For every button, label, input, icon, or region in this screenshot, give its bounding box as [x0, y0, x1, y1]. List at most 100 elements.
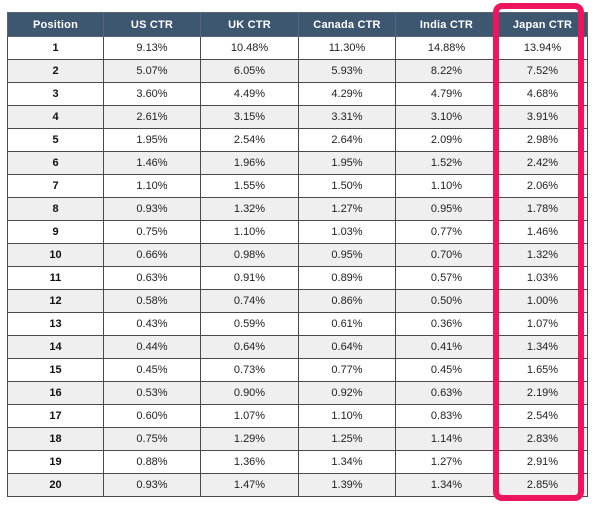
cell-ctr-value: 0.70%: [395, 243, 498, 267]
cell-position: 5: [7, 128, 104, 152]
cell-ctr-value: 0.98%: [200, 243, 299, 267]
column-header-india-ctr: India CTR: [395, 12, 498, 37]
cell-ctr-value: 3.10%: [395, 105, 498, 129]
cell-ctr-value: 1.10%: [395, 174, 498, 198]
cell-ctr-value: 6.05%: [200, 59, 299, 83]
cell-ctr-value: 2.83%: [497, 427, 588, 451]
cell-ctr-value: 1.65%: [497, 358, 588, 382]
cell-ctr-value: 0.74%: [200, 289, 299, 313]
cell-ctr-value: 1.34%: [497, 335, 588, 359]
cell-position: 10: [7, 243, 104, 267]
cell-ctr-value: 1.46%: [497, 220, 588, 244]
cell-ctr-value: 1.32%: [200, 197, 299, 221]
cell-ctr-value: 0.93%: [103, 197, 201, 221]
cell-position: 12: [7, 289, 104, 313]
cell-ctr-value: 0.36%: [395, 312, 498, 336]
cell-ctr-value: 1.36%: [200, 450, 299, 474]
table-row: 5 1.95% 2.54% 2.64% 2.09% 2.98%: [7, 128, 588, 152]
cell-position: 19: [7, 450, 104, 474]
cell-ctr-value: 0.88%: [103, 450, 201, 474]
cell-ctr-value: 0.45%: [395, 358, 498, 382]
cell-ctr-value: 1.07%: [497, 312, 588, 336]
cell-ctr-value: 1.10%: [298, 404, 396, 428]
cell-ctr-value: 2.91%: [497, 450, 588, 474]
table-row: 11 0.63% 0.91% 0.89% 0.57% 1.03%: [7, 266, 588, 290]
table-row: 17 0.60% 1.07% 1.10% 0.83% 2.54%: [7, 404, 588, 428]
cell-position: 2: [7, 59, 104, 83]
cell-ctr-value: 1.55%: [200, 174, 299, 198]
cell-ctr-value: 1.10%: [200, 220, 299, 244]
cell-ctr-value: 1.39%: [298, 473, 396, 497]
cell-position: 3: [7, 82, 104, 106]
cell-ctr-value: 0.43%: [103, 312, 201, 336]
column-header-us-ctr: US CTR: [103, 12, 201, 37]
cell-ctr-value: 0.63%: [103, 266, 201, 290]
cell-ctr-value: 2.85%: [497, 473, 588, 497]
table-row: 15 0.45% 0.73% 0.77% 0.45% 1.65%: [7, 358, 588, 382]
cell-ctr-value: 0.61%: [298, 312, 396, 336]
cell-ctr-value: 0.77%: [395, 220, 498, 244]
cell-ctr-value: 5.93%: [298, 59, 396, 83]
table-row: 1 9.13% 10.48% 11.30% 14.88% 13.94%: [7, 36, 588, 60]
header-row: Position US CTR UK CTR Canada CTR India …: [7, 12, 588, 37]
cell-ctr-value: 0.95%: [395, 197, 498, 221]
column-header-position: Position: [7, 12, 104, 37]
cell-ctr-value: 0.64%: [298, 335, 396, 359]
cell-ctr-value: 1.14%: [395, 427, 498, 451]
cell-ctr-value: 3.15%: [200, 105, 299, 129]
cell-ctr-value: 9.13%: [103, 36, 201, 60]
cell-ctr-value: 0.60%: [103, 404, 201, 428]
table-row: 20 0.93% 1.47% 1.39% 1.34% 2.85%: [7, 473, 588, 497]
cell-ctr-value: 0.75%: [103, 427, 201, 451]
cell-ctr-value: 1.34%: [395, 473, 498, 497]
cell-position: 15: [7, 358, 104, 382]
cell-ctr-value: 0.91%: [200, 266, 299, 290]
cell-ctr-value: 0.77%: [298, 358, 396, 382]
table-row: 2 5.07% 6.05% 5.93% 8.22% 7.52%: [7, 59, 588, 83]
cell-ctr-value: 1.32%: [497, 243, 588, 267]
cell-ctr-value: 1.46%: [103, 151, 201, 175]
cell-ctr-value: 2.06%: [497, 174, 588, 198]
cell-ctr-value: 11.30%: [298, 36, 396, 60]
cell-ctr-value: 0.86%: [298, 289, 396, 313]
cell-ctr-value: 2.54%: [497, 404, 588, 428]
cell-position: 11: [7, 266, 104, 290]
table-row: 4 2.61% 3.15% 3.31% 3.10% 3.91%: [7, 105, 588, 129]
cell-ctr-value: 0.59%: [200, 312, 299, 336]
table-row: 18 0.75% 1.29% 1.25% 1.14% 2.83%: [7, 427, 588, 451]
cell-ctr-value: 0.90%: [200, 381, 299, 405]
cell-ctr-value: 0.66%: [103, 243, 201, 267]
cell-ctr-value: 0.50%: [395, 289, 498, 313]
cell-ctr-value: 0.73%: [200, 358, 299, 382]
column-header-canada-ctr: Canada CTR: [298, 12, 396, 37]
cell-ctr-value: 2.54%: [200, 128, 299, 152]
table-row: 13 0.43% 0.59% 0.61% 0.36% 1.07%: [7, 312, 588, 336]
cell-position: 18: [7, 427, 104, 451]
cell-ctr-value: 3.31%: [298, 105, 396, 129]
table-row: 19 0.88% 1.36% 1.34% 1.27% 2.91%: [7, 450, 588, 474]
cell-ctr-value: 1.50%: [298, 174, 396, 198]
cell-ctr-value: 1.03%: [298, 220, 396, 244]
cell-ctr-value: 0.63%: [395, 381, 498, 405]
column-header-uk-ctr: UK CTR: [200, 12, 299, 37]
table-row: 8 0.93% 1.32% 1.27% 0.95% 1.78%: [7, 197, 588, 221]
cell-ctr-value: 13.94%: [497, 36, 588, 60]
table-row: 3 3.60% 4.49% 4.29% 4.79% 4.68%: [7, 82, 588, 106]
table-row: 14 0.44% 0.64% 0.64% 0.41% 1.34%: [7, 335, 588, 359]
cell-ctr-value: 1.10%: [103, 174, 201, 198]
ctr-by-position-table: Position US CTR UK CTR Canada CTR India …: [7, 12, 588, 497]
cell-ctr-value: 1.07%: [200, 404, 299, 428]
table-row: 6 1.46% 1.96% 1.95% 1.52% 2.42%: [7, 151, 588, 175]
cell-ctr-value: 10.48%: [200, 36, 299, 60]
cell-position: 14: [7, 335, 104, 359]
cell-ctr-value: 4.49%: [200, 82, 299, 106]
cell-ctr-value: 2.98%: [497, 128, 588, 152]
cell-position: 6: [7, 151, 104, 175]
table-row: 10 0.66% 0.98% 0.95% 0.70% 1.32%: [7, 243, 588, 267]
cell-ctr-value: 1.34%: [298, 450, 396, 474]
table-row: 9 0.75% 1.10% 1.03% 0.77% 1.46%: [7, 220, 588, 244]
cell-position: 13: [7, 312, 104, 336]
cell-position: 20: [7, 473, 104, 497]
cell-ctr-value: 1.25%: [298, 427, 396, 451]
cell-ctr-value: 4.29%: [298, 82, 396, 106]
